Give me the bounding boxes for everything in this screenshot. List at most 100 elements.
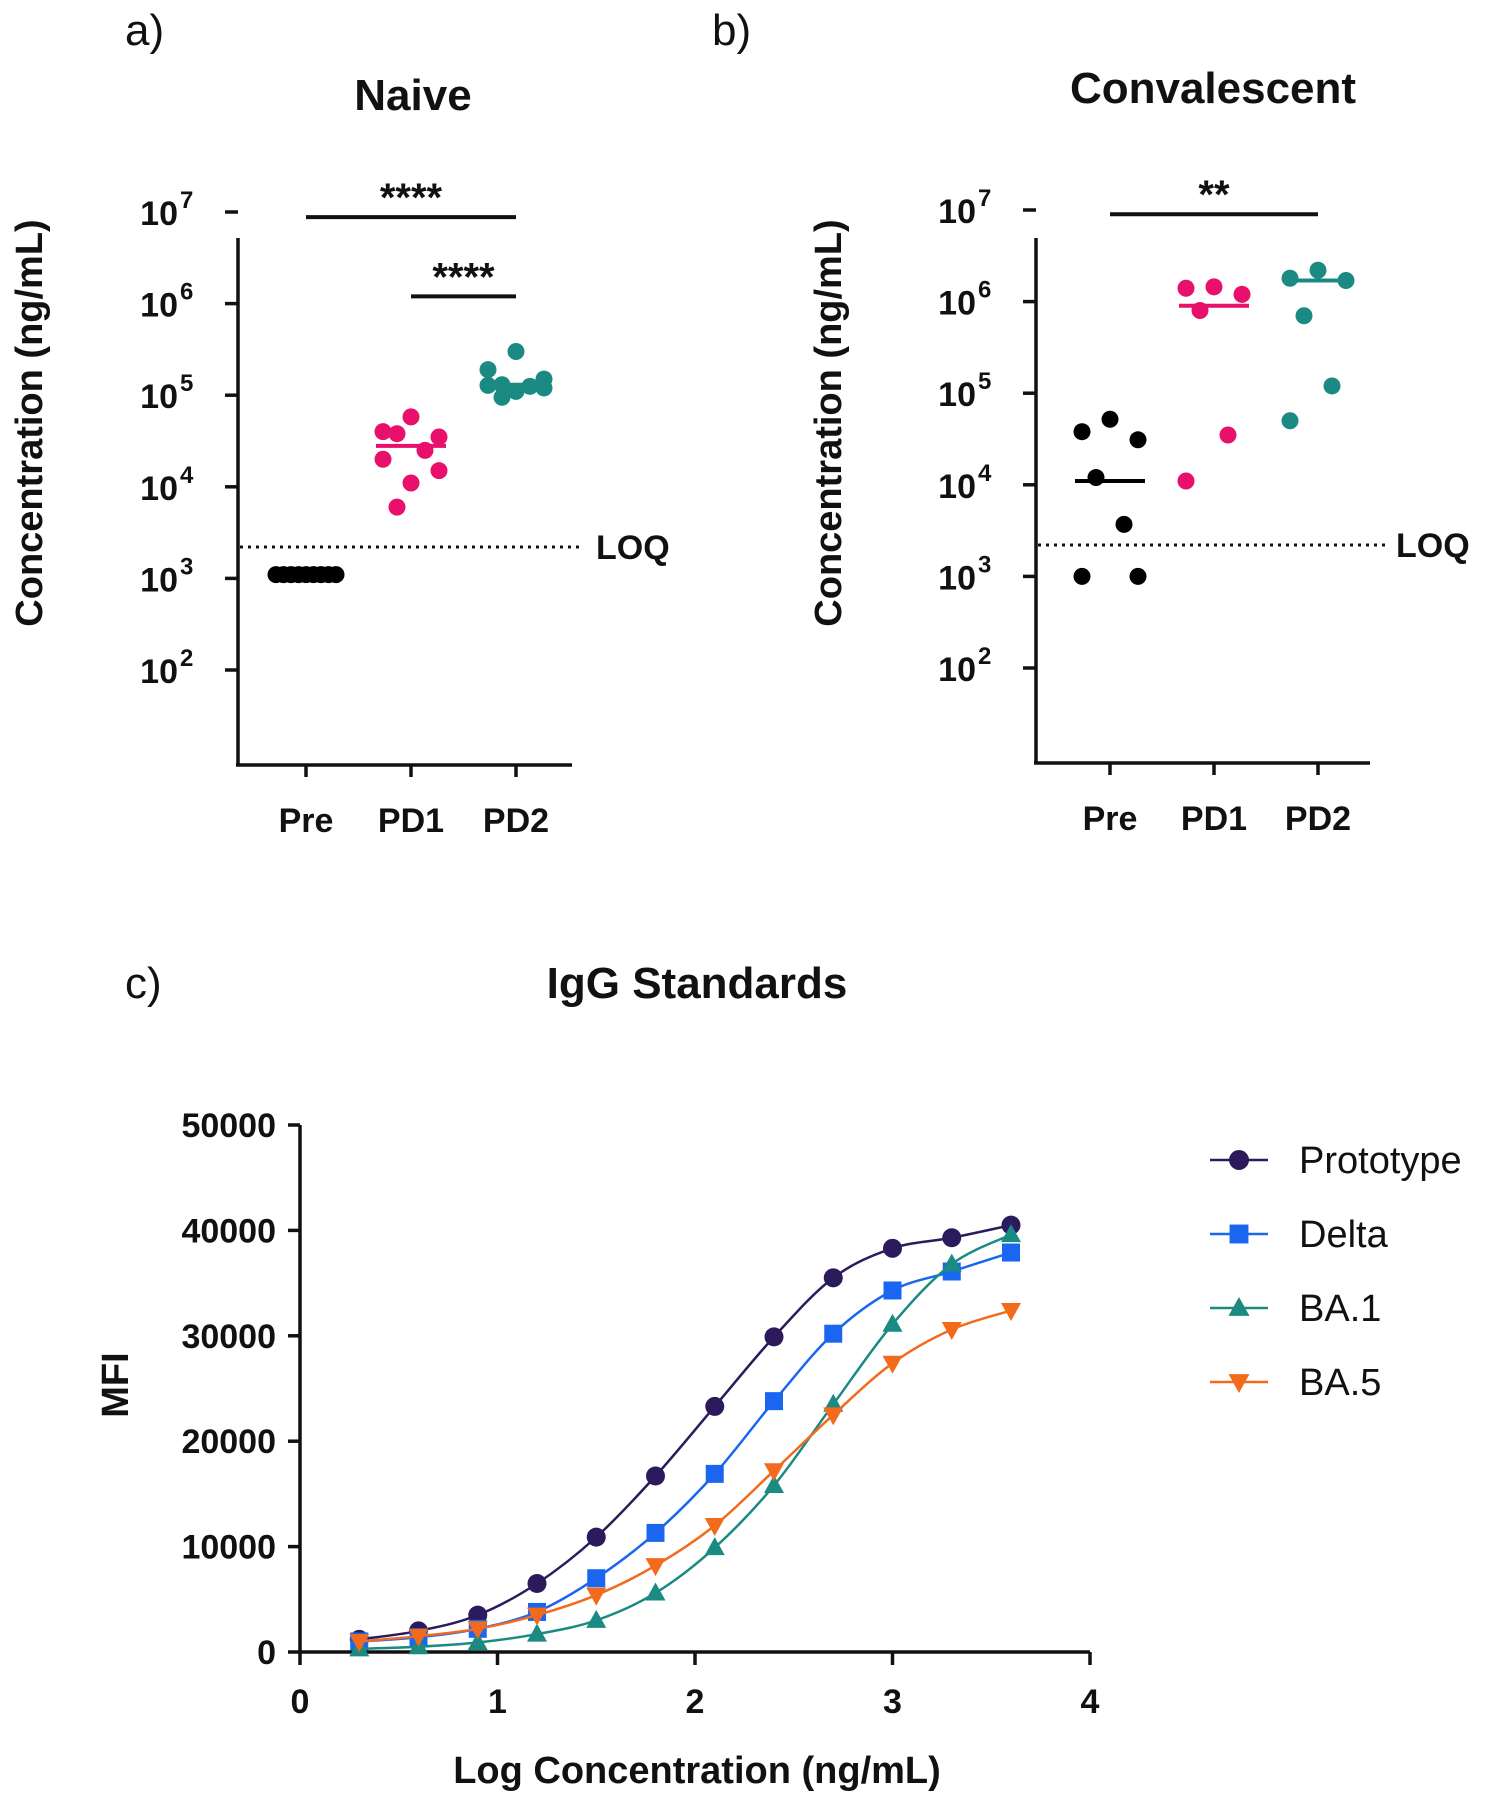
tick-base: 10: [140, 653, 178, 691]
panel-c-legend: Prototype Delta BA.1 BA.5: [1210, 1140, 1462, 1404]
data-point-pd2: [1281, 269, 1299, 287]
tick-exponent: 7: [180, 187, 193, 214]
panel-b-y-tick-label: 104: [938, 460, 992, 506]
data-point-ba5: [823, 1407, 844, 1426]
legend-marker-ba5: [1228, 1374, 1250, 1394]
data-point-delta: [1002, 1243, 1020, 1262]
panel-a-significance: **** ****: [306, 176, 516, 299]
tick-exponent: 5: [180, 370, 193, 397]
tick-base: 10: [938, 376, 976, 414]
panel-c-x-tick-label-2: 2: [686, 1683, 705, 1721]
panel-c-x-tick-label-1: 1: [488, 1683, 507, 1721]
series-line-ba5: [359, 1309, 1012, 1643]
panel-b-y-tick-label: 107: [938, 185, 991, 231]
panel-a-category-pd1: PD1: [378, 802, 444, 840]
panel-a-y-tick-label: 105: [140, 370, 193, 416]
data-point-pd1: [374, 423, 392, 441]
panel-c-igg-standards: c) IgG Standards MFI Log Concentration (…: [95, 959, 1462, 1792]
panel-b-points: [1073, 261, 1355, 585]
panel-c-series: [349, 1215, 1021, 1657]
data-point-ba1: [467, 1632, 488, 1651]
legend-label: BA.5: [1299, 1362, 1381, 1404]
panel-c-x-tick-label-4: 4: [1081, 1683, 1100, 1721]
series-ba1: [349, 1224, 1021, 1657]
data-point-ba5: [764, 1463, 784, 1482]
legend-marker-delta: [1229, 1224, 1249, 1244]
tick-exponent: 6: [978, 277, 991, 304]
data-point-delta: [705, 1464, 724, 1483]
data-point-ba1: [586, 1609, 607, 1628]
tick-exponent: 2: [180, 645, 193, 672]
data-point-ba1: [882, 1313, 903, 1332]
data-point-ba1: [1001, 1224, 1021, 1243]
legend-label: Delta: [1299, 1214, 1389, 1256]
panel-b-category-pre: Pre: [1083, 800, 1138, 838]
panel-a-y-axis-label: Concentration (ng/mL): [9, 219, 51, 626]
panel-a-category-pre: Pre: [279, 802, 334, 840]
tick-base: 10: [938, 193, 976, 231]
data-point-ba1: [527, 1623, 547, 1642]
tick-base: 10: [938, 468, 976, 506]
panel-a-y-tick-label: 103: [140, 553, 193, 599]
tick-base: 10: [938, 285, 976, 323]
panel-c-y-tick-label-40000: 40000: [181, 1212, 276, 1250]
significance-stars: **: [1198, 173, 1230, 217]
data-point-pre: [1129, 567, 1147, 585]
data-point-pd1: [1177, 472, 1195, 490]
legend-label: Prototype: [1299, 1140, 1462, 1182]
series-delta: [350, 1243, 1020, 1651]
data-point-prototype: [705, 1396, 725, 1416]
data-point-pd2: [535, 379, 553, 397]
tick-exponent: 2: [978, 643, 991, 670]
data-point-pre: [1101, 410, 1119, 428]
panel-b-category-pd1: PD1: [1181, 800, 1247, 838]
data-point-pd2: [1323, 377, 1341, 395]
panel-a-y-tick-label: 104: [140, 462, 194, 508]
tick-base: 10: [140, 287, 178, 325]
panel-a-x-ticks: Pre PD1 PD2: [279, 765, 549, 840]
data-point-pd1: [402, 474, 420, 492]
tick-base: 10: [140, 378, 178, 416]
data-point-pre: [1073, 423, 1091, 441]
panel-c-y-tick-label-50000: 50000: [181, 1107, 276, 1145]
legend-item-ba5: BA.5: [1210, 1362, 1381, 1404]
data-point-pd2: [1295, 307, 1313, 325]
data-point-prototype: [942, 1228, 962, 1248]
data-point-prototype: [527, 1573, 547, 1593]
panel-b-y-axis-label: Concentration (ng/mL): [808, 219, 850, 626]
legend-item-delta: Delta: [1210, 1214, 1389, 1256]
panel-c-label: c): [125, 959, 162, 1008]
panel-c-x-axis-label: Log Concentration (ng/mL): [453, 1750, 941, 1792]
data-point-pd1: [1219, 426, 1237, 444]
tick-base: 10: [938, 559, 976, 597]
data-point-prototype: [764, 1327, 784, 1347]
data-point-pd1: [430, 428, 448, 446]
data-point-prototype: [586, 1527, 606, 1547]
tick-exponent: 7: [978, 185, 991, 212]
tick-base: 10: [140, 470, 178, 508]
data-point-pd2: [1281, 412, 1299, 430]
panel-a-loq-label: LOQ: [596, 529, 670, 567]
data-point-pre: [1129, 431, 1147, 449]
tick-exponent: 5: [978, 368, 991, 395]
legend-marker-ba1: [1228, 1296, 1250, 1316]
data-point-delta: [824, 1324, 843, 1343]
data-point-ba1: [823, 1393, 844, 1412]
data-point-ba5: [586, 1587, 607, 1606]
data-point-ba5: [349, 1633, 370, 1652]
data-point-delta: [883, 1281, 902, 1300]
data-point-ba5: [1001, 1303, 1021, 1322]
data-point-prototype: [646, 1466, 665, 1486]
legend-marker-prototype: [1229, 1150, 1249, 1170]
panel-c-x-ticks: 0 1 2 3 4: [291, 1652, 1100, 1721]
data-point-ba5: [527, 1607, 547, 1626]
data-point-prototype: [823, 1268, 843, 1288]
panel-a-category-pd2: PD2: [483, 802, 549, 840]
data-point-ba1: [704, 1537, 725, 1556]
series-ba5: [349, 1303, 1021, 1652]
panel-a-points: [267, 342, 553, 584]
panel-a-label: a): [125, 6, 164, 55]
data-point-pd2: [1309, 261, 1327, 279]
panel-b-category-pd2: PD2: [1285, 800, 1351, 838]
